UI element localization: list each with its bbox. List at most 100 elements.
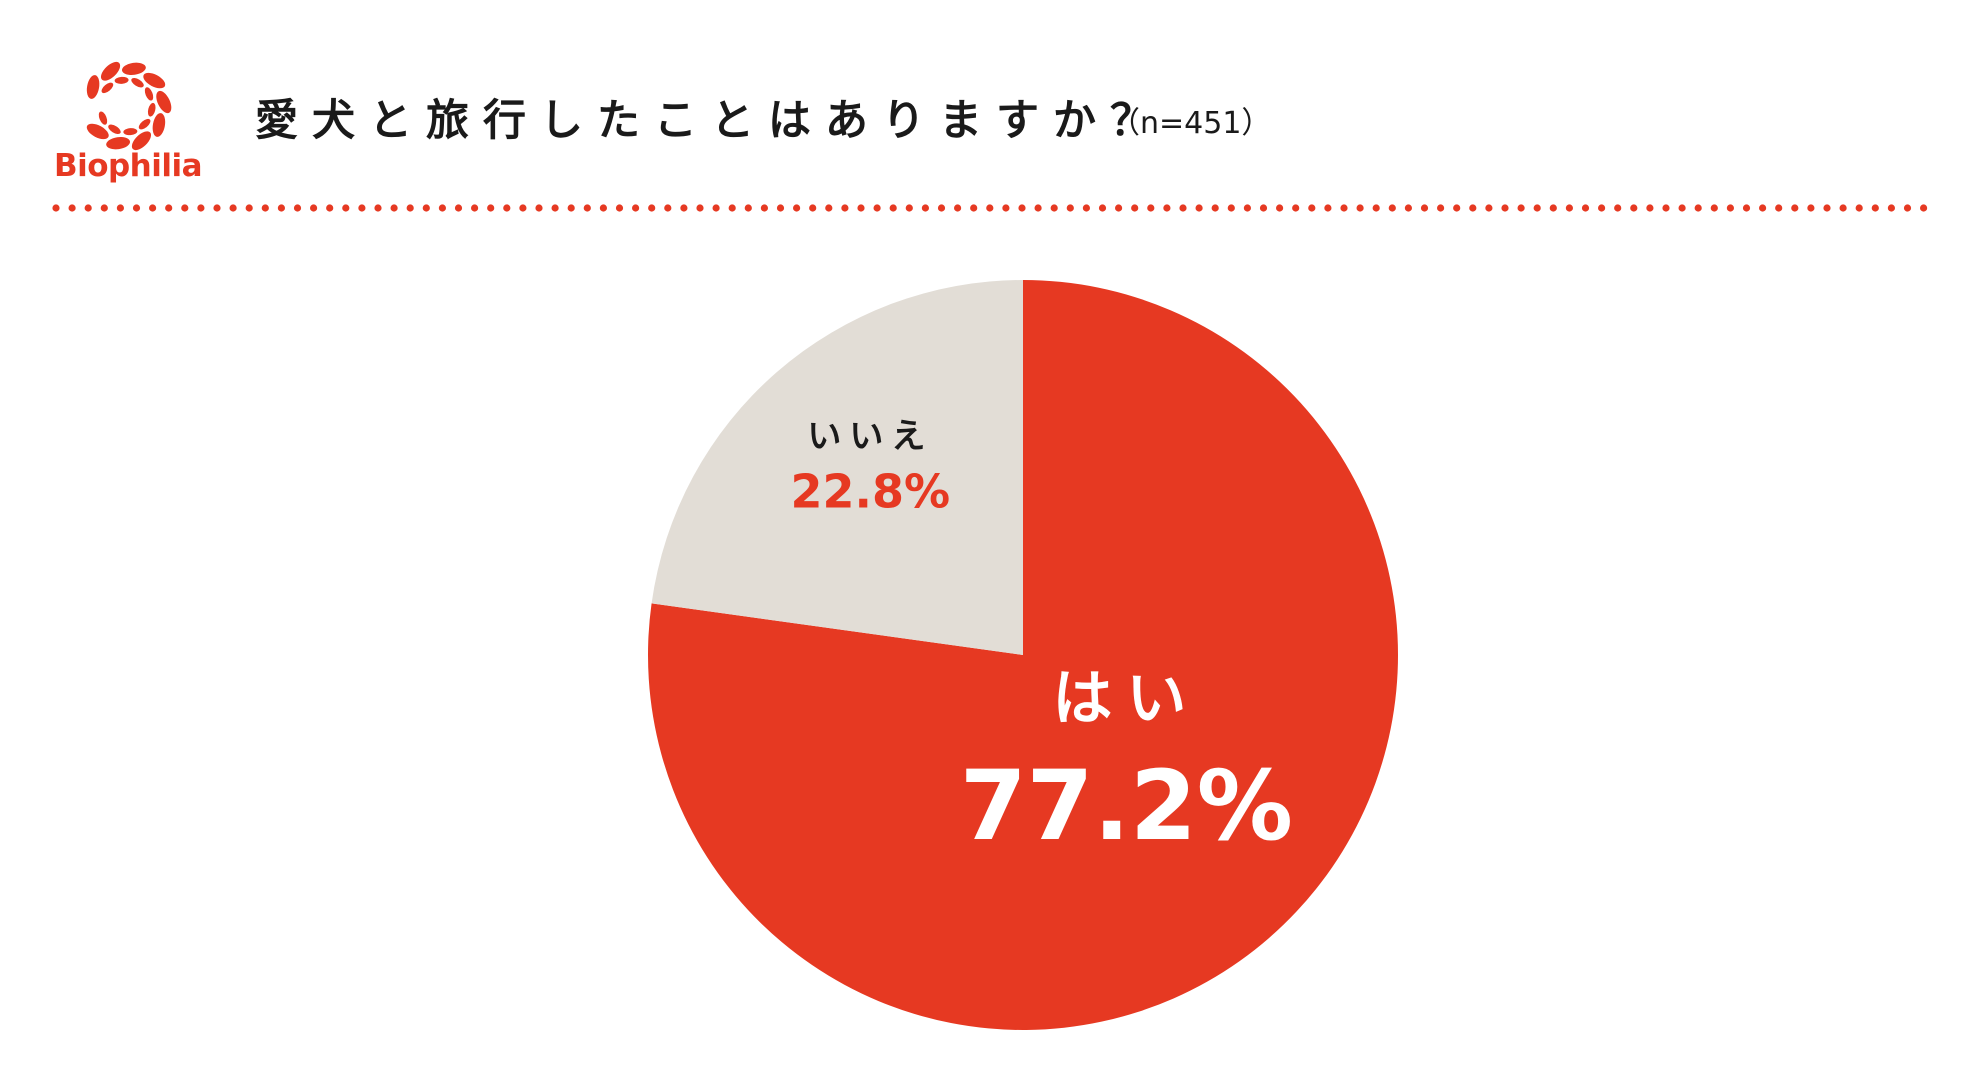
divider-dot (1903, 204, 1912, 212)
divider-dot (825, 204, 833, 212)
divider-dot (583, 204, 591, 212)
divider-dot (615, 204, 624, 212)
divider-dot (100, 204, 108, 212)
divider-dot (1453, 204, 1461, 212)
divider-dot (889, 204, 897, 212)
wreath-leaf (86, 123, 109, 140)
divider-dot (1662, 204, 1670, 212)
divider-dot (1501, 204, 1509, 212)
divider-dot (599, 204, 608, 212)
divider-dot (1163, 204, 1171, 212)
divider-dot (1469, 204, 1477, 212)
divider-dot (1356, 204, 1364, 212)
divider-dot (1115, 204, 1123, 212)
wreath-leaf (106, 136, 131, 150)
wreath-leaf (138, 118, 151, 130)
divider-dot (1050, 204, 1058, 212)
divider-dot (1276, 204, 1284, 212)
divider-dot (1179, 204, 1187, 212)
divider-dot (1388, 204, 1396, 212)
divider-dot (358, 204, 366, 212)
divider-dot (261, 204, 269, 212)
divider-dot (165, 204, 173, 212)
divider-dot (1211, 204, 1219, 212)
divider-dot (422, 204, 430, 212)
wreath-leaf (101, 82, 114, 94)
wreath-leaf (131, 131, 152, 151)
divider-dot (1227, 204, 1235, 212)
pie-slices (647, 280, 1398, 1030)
divider-dot (551, 204, 559, 212)
divider-dot (1485, 204, 1493, 212)
divider-dot (1292, 204, 1300, 212)
pie-slice-yes (647, 280, 1398, 1030)
divider-dot (84, 204, 92, 212)
divider-dot (1517, 204, 1525, 212)
divider-dot (438, 204, 446, 212)
divider-dot (696, 204, 704, 212)
divider-dot (1710, 204, 1718, 212)
divider-dot (535, 204, 543, 212)
slice-value-label: 22.8% (791, 465, 951, 519)
divider-dot (1533, 204, 1541, 212)
pie-slice-no (651, 280, 1023, 655)
divider-dot (1598, 204, 1606, 212)
brand-wordmark: Biophilia (53, 148, 203, 184)
divider-dot (1565, 204, 1573, 212)
divider-dot (1920, 204, 1928, 212)
divider-dot (229, 204, 237, 212)
divider-dot (1742, 204, 1751, 212)
divider-dot (954, 204, 962, 212)
biophilia-logo-icon (86, 61, 172, 151)
divider-dot (1775, 204, 1783, 212)
divider-dot (1340, 204, 1348, 212)
dotted-divider (52, 204, 1928, 212)
divider-dot (1098, 204, 1107, 212)
divider-dot (1066, 204, 1074, 212)
divider-dot (132, 204, 141, 212)
divider-dot (1420, 204, 1429, 212)
divider-dot (1002, 204, 1010, 212)
divider-dot (1694, 204, 1702, 212)
slice-category-label: いいえ (807, 417, 933, 457)
divider-dot (1259, 204, 1268, 212)
divider-dot (1871, 204, 1879, 212)
wreath-leaf (123, 128, 138, 136)
divider-dot (454, 204, 463, 212)
divider-dot (1839, 204, 1847, 212)
divider-dot (1807, 204, 1815, 212)
divider-dot (712, 204, 720, 212)
divider-dot (1018, 204, 1026, 212)
divider-dot (632, 204, 640, 212)
divider-dot (1678, 204, 1686, 212)
divider-dot (149, 204, 157, 212)
divider-dot (1131, 204, 1139, 212)
slice-category-label: はい (1052, 664, 1200, 734)
divider-dot (471, 204, 479, 212)
slice-value-label: 77.2% (960, 750, 1293, 862)
wreath-leaf (152, 113, 166, 137)
divider-dot (1324, 204, 1332, 212)
wreath-leaf (131, 77, 144, 88)
divider-dot (293, 204, 302, 212)
divider-dot (1549, 204, 1557, 212)
divider-dot (213, 204, 221, 212)
divider-dot (680, 204, 688, 212)
divider-dot (342, 204, 350, 212)
divider-dot (52, 204, 60, 212)
wreath-leaf (147, 102, 156, 117)
divider-dot (519, 204, 527, 212)
divider-dot (503, 204, 511, 212)
divider-dot (181, 204, 189, 212)
divider-dot (873, 204, 881, 212)
divider-dot (326, 204, 334, 212)
divider-dot (970, 204, 978, 212)
divider-dot (1630, 204, 1638, 212)
divider-dot (116, 204, 124, 212)
divider-dot (1614, 204, 1622, 212)
divider-dot (664, 204, 672, 212)
divider-dot (406, 204, 414, 212)
sample-size: （n=451） (1110, 106, 1272, 141)
divider-dot (1726, 204, 1734, 212)
